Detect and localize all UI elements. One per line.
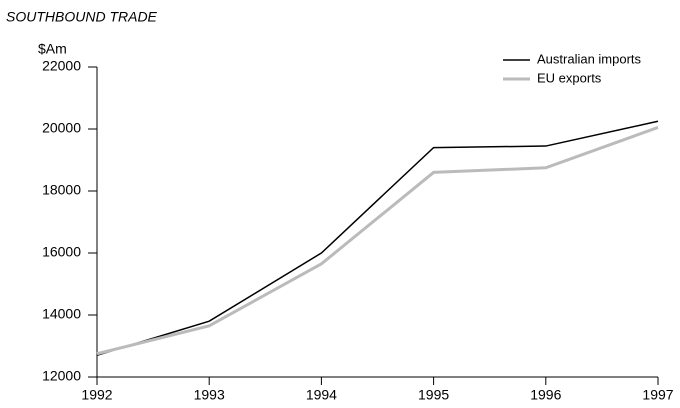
x-tick-label: 1995 (418, 387, 449, 403)
x-tick-label: 1996 (530, 387, 561, 403)
y-tick-label: 18000 (42, 182, 81, 198)
y-tick-label: 14000 (42, 306, 81, 322)
y-axis-label: $Am (38, 41, 67, 57)
y-tick-label: 20000 (42, 120, 81, 136)
x-tick-label: 1994 (306, 387, 337, 403)
series-line (96, 126, 659, 356)
chart-title: SOUTHBOUND TRADE (6, 9, 158, 25)
y-tick-label: 22000 (42, 58, 81, 74)
x-tick-label: 1997 (642, 387, 673, 403)
legend-label: Australian imports (537, 51, 642, 66)
legend-label: EU exports (537, 70, 602, 85)
series-line (96, 120, 659, 357)
y-tick-label: 12000 (42, 368, 81, 384)
y-tick-label: 16000 (42, 244, 81, 260)
x-tick-label: 1993 (194, 387, 225, 403)
x-tick-label: 1992 (81, 387, 112, 403)
